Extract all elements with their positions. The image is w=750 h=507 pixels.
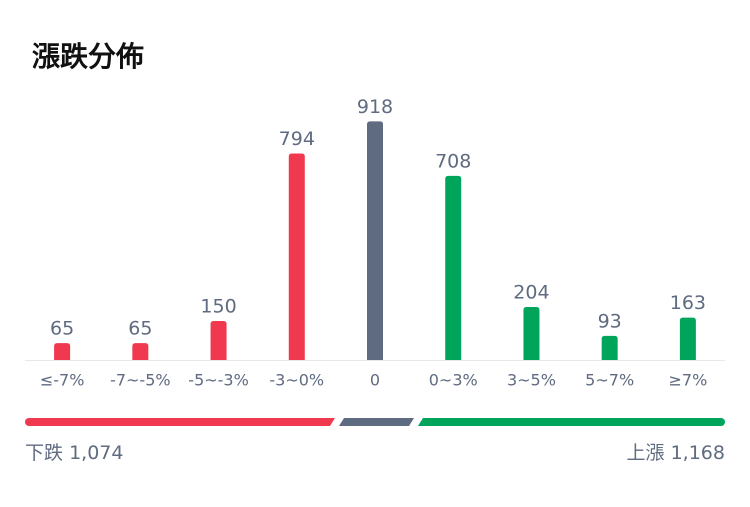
up-total: 1,168 [671, 442, 725, 464]
bar [367, 121, 383, 360]
bar [54, 343, 71, 360]
bar [210, 321, 227, 360]
down-segment [25, 418, 335, 426]
up-segment [418, 418, 725, 426]
down-total: 1,074 [69, 442, 123, 464]
value-label: 794 [279, 128, 315, 150]
x-tick-label: 0~3% [429, 371, 478, 390]
flat-segment [339, 418, 414, 426]
breadth-bar [25, 418, 725, 426]
x-tick-label: 5~7% [585, 371, 634, 390]
x-tick-label: ≥7% [668, 371, 707, 390]
value-label: 65 [128, 318, 152, 340]
x-tick-label: 0 [370, 371, 380, 390]
value-label: 918 [357, 96, 393, 118]
chart-title: 漲跌分佈 [32, 40, 144, 73]
value-label: 65 [50, 318, 74, 340]
x-tick-label: ≤-7% [40, 371, 85, 390]
bar [132, 343, 149, 360]
bar [445, 175, 462, 360]
up-label: 上漲 [627, 442, 665, 464]
x-tick-label: -7~-5% [110, 371, 171, 390]
x-tick-label: -3~0% [269, 371, 324, 390]
down-label: 下跌 [25, 442, 63, 464]
value-label: 204 [513, 281, 549, 303]
bar [679, 317, 696, 360]
value-label: 708 [435, 150, 471, 172]
x-tick-label: -5~-3% [188, 371, 249, 390]
down-summary: 下跌 1,074 [25, 442, 123, 464]
bar [523, 306, 540, 360]
x-tick-label: 3~5% [507, 371, 556, 390]
value-label: 163 [670, 292, 706, 314]
up-summary: 上漲 1,168 [627, 442, 725, 464]
bar [601, 335, 618, 360]
value-label: 93 [598, 310, 622, 332]
value-label: 150 [200, 296, 236, 318]
bar [288, 153, 305, 360]
